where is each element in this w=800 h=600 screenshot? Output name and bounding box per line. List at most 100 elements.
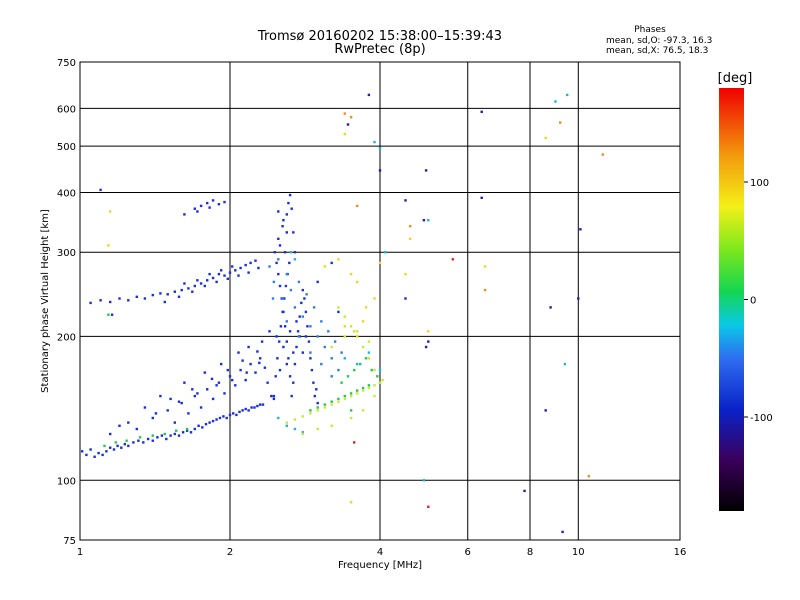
data-point <box>223 392 226 395</box>
data-point <box>185 427 189 431</box>
data-point <box>249 261 252 265</box>
data-point <box>244 263 247 267</box>
data-point <box>173 421 176 424</box>
data-point <box>247 409 250 412</box>
data-point <box>356 389 359 392</box>
data-point <box>277 258 280 261</box>
data-point <box>180 288 183 292</box>
data-point <box>253 406 256 409</box>
data-point <box>361 345 365 349</box>
data-point <box>288 330 292 333</box>
data-point <box>284 284 288 288</box>
data-point <box>290 207 293 210</box>
data-point <box>217 381 221 384</box>
data-point <box>177 295 181 298</box>
data-point <box>343 315 346 318</box>
data-point <box>310 368 314 372</box>
data-point <box>349 409 353 412</box>
data-point <box>373 140 376 144</box>
data-point <box>277 272 280 276</box>
chart-title: Tromsø 20160202 15:38:00–15:39:43 <box>257 29 502 44</box>
data-point <box>277 237 280 240</box>
data-point <box>206 279 209 282</box>
data-point <box>559 121 562 124</box>
data-point <box>237 274 240 277</box>
data-point <box>373 297 376 300</box>
data-point <box>343 397 346 401</box>
data-point <box>356 362 359 366</box>
data-point <box>203 371 206 374</box>
y-axis-label: Stationary phase Virtual Height [km] <box>40 209 51 393</box>
data-point <box>327 330 330 333</box>
data-point <box>97 451 100 455</box>
data-point <box>376 375 379 378</box>
data-point <box>235 413 238 417</box>
data-point <box>356 392 359 395</box>
data-point <box>217 272 221 276</box>
data-point <box>234 269 237 272</box>
data-point <box>201 426 204 429</box>
data-point <box>483 265 487 268</box>
data-point <box>367 357 371 360</box>
data-point <box>142 441 145 444</box>
data-point <box>208 206 211 209</box>
data-point <box>309 409 312 412</box>
data-points <box>81 93 604 534</box>
y-tick-label: 75 <box>63 536 76 547</box>
data-point <box>316 335 319 338</box>
data-point <box>330 261 333 265</box>
data-point <box>370 368 373 372</box>
data-point <box>165 437 168 441</box>
data-point <box>228 271 232 274</box>
y-tick-label: 500 <box>57 142 76 153</box>
data-point <box>226 368 229 372</box>
data-point <box>367 384 371 387</box>
data-point <box>554 100 557 103</box>
data-point <box>323 265 326 268</box>
data-point <box>199 406 203 409</box>
data-point <box>163 432 166 436</box>
data-point <box>343 394 346 398</box>
data-point <box>304 335 308 338</box>
data-point <box>118 424 121 427</box>
data-point <box>424 169 428 172</box>
data-point <box>297 280 301 284</box>
data-point <box>160 434 164 437</box>
data-point <box>89 301 92 305</box>
data-point <box>183 213 186 216</box>
data-point <box>166 293 169 296</box>
data-point <box>273 251 276 254</box>
data-point <box>193 284 196 288</box>
data-point <box>343 112 346 115</box>
data-point <box>278 340 281 343</box>
data-point <box>523 489 526 493</box>
data-point <box>378 169 382 172</box>
data-point <box>346 123 350 126</box>
data-point <box>107 313 110 316</box>
data-point <box>304 310 308 314</box>
data-point <box>272 394 276 398</box>
data-point <box>275 335 278 338</box>
data-point <box>181 431 185 434</box>
data-point <box>163 300 166 304</box>
data-point <box>151 293 154 297</box>
data-point <box>295 345 298 349</box>
data-point <box>228 375 232 378</box>
data-point <box>378 147 382 150</box>
data-point <box>353 368 356 372</box>
data-point <box>220 269 223 272</box>
y-tick-label: 300 <box>57 248 76 259</box>
data-point <box>278 244 282 247</box>
data-point <box>277 210 280 213</box>
data-point <box>316 406 319 409</box>
data-point <box>272 280 276 284</box>
data-point <box>112 448 116 451</box>
data-point <box>239 266 242 270</box>
data-point <box>409 225 412 228</box>
data-point <box>211 397 215 401</box>
data-point <box>349 394 353 398</box>
data-point <box>211 276 215 280</box>
data-point <box>125 439 128 442</box>
data-point <box>364 357 368 360</box>
data-point <box>297 335 301 338</box>
